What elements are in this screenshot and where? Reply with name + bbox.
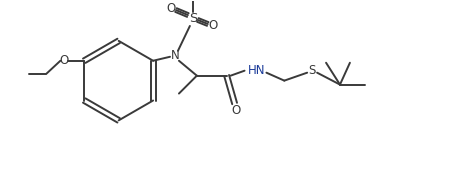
Text: O: O bbox=[207, 19, 217, 32]
Text: O: O bbox=[60, 54, 69, 67]
Text: S: S bbox=[188, 11, 196, 24]
Text: O: O bbox=[230, 104, 240, 117]
Text: S: S bbox=[308, 64, 315, 77]
Text: N: N bbox=[170, 49, 179, 62]
Text: O: O bbox=[166, 1, 175, 15]
Text: HN: HN bbox=[247, 64, 265, 77]
